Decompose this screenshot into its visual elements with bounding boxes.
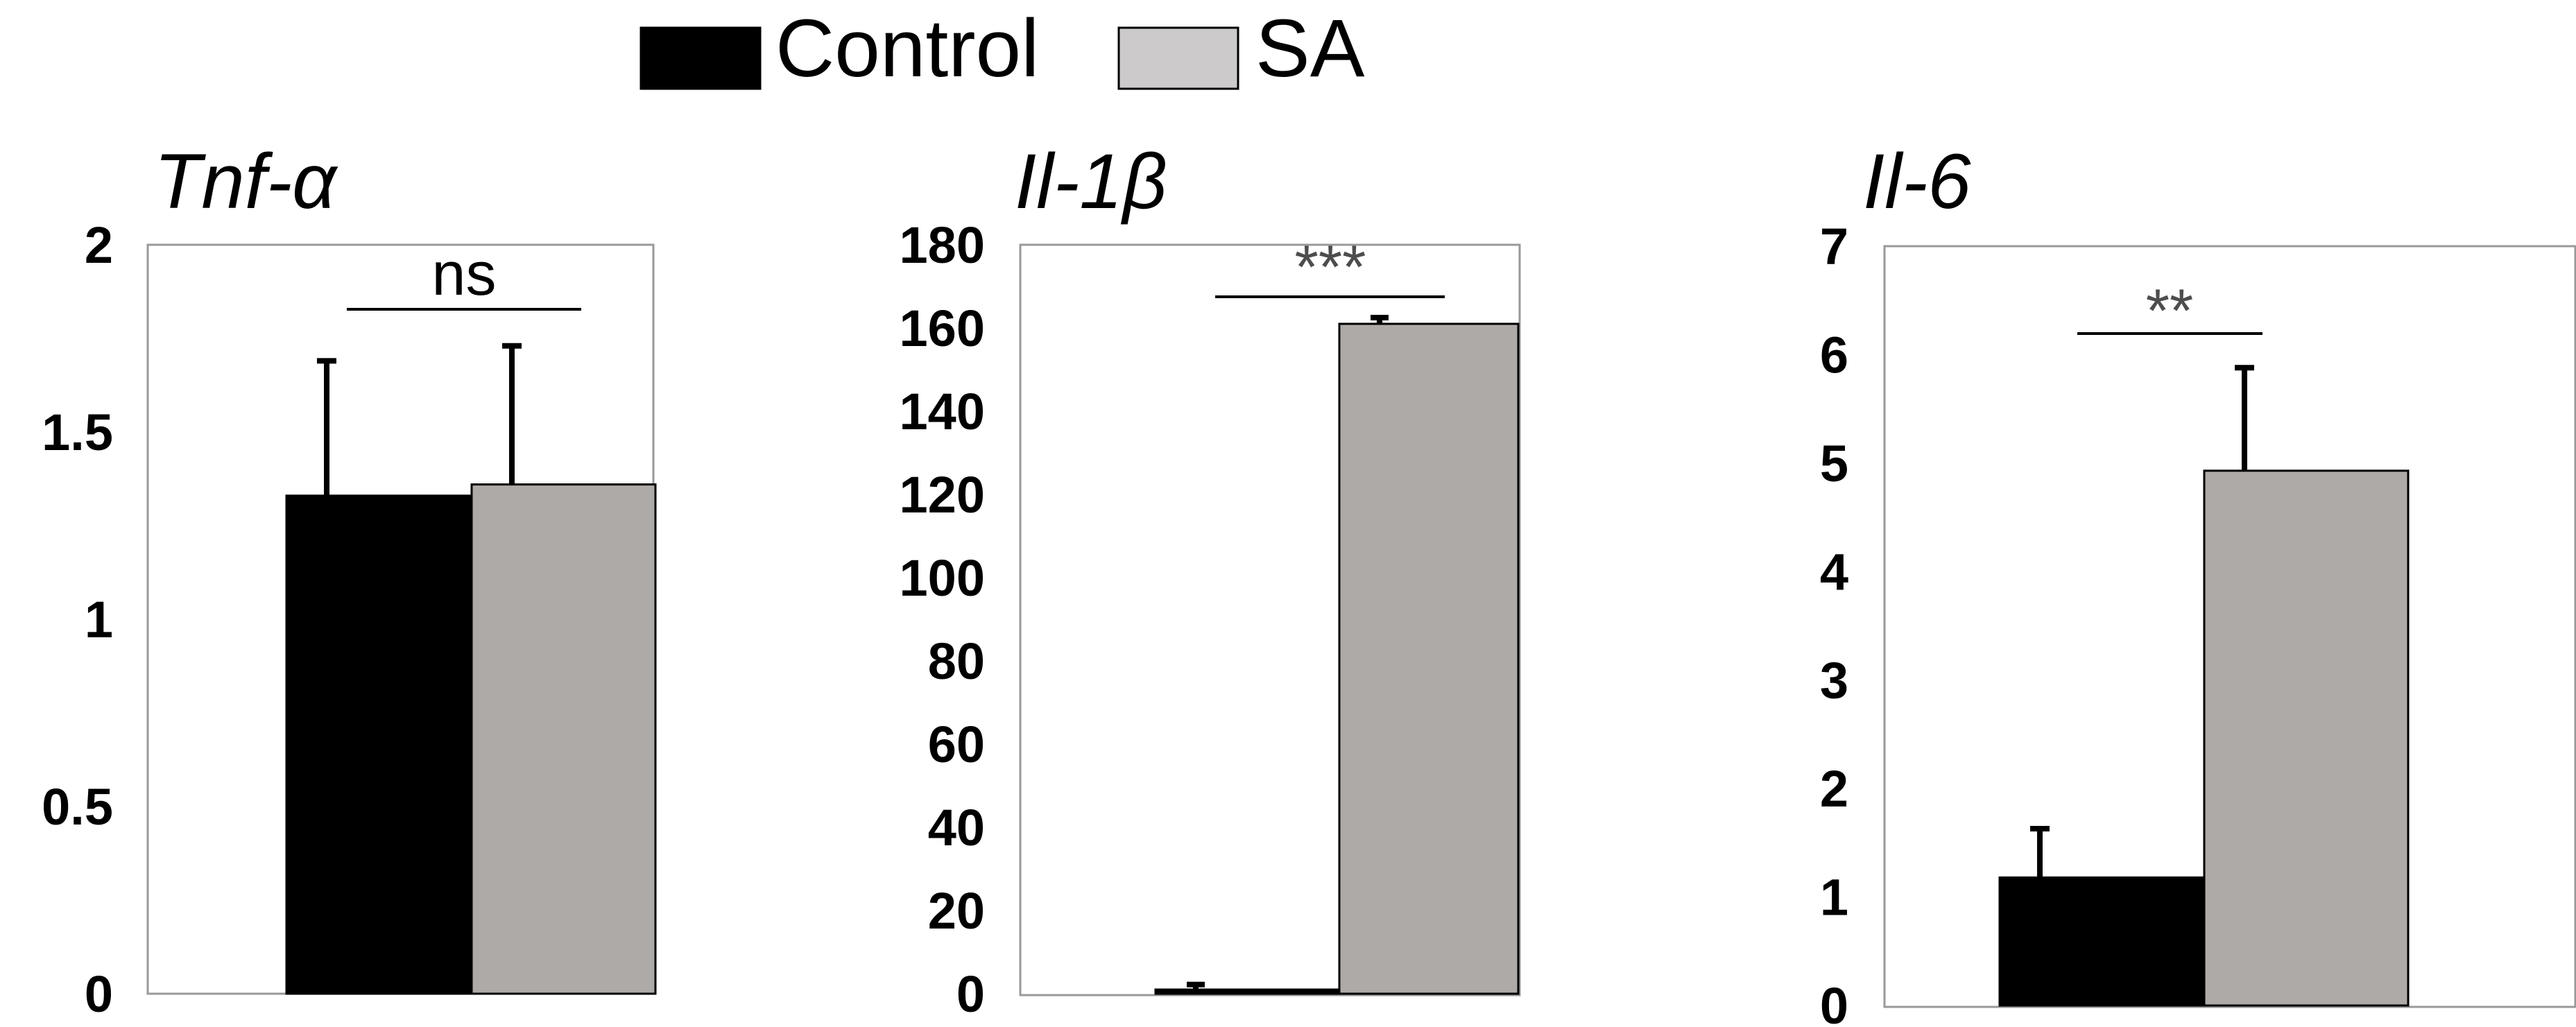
significance-label: *** [1295,232,1366,301]
legend-label-control: Control [775,3,1039,94]
y-tick-label-il-1-beta: 160 [900,300,985,357]
significance-label: ns [432,239,497,308]
significance-il-6: ** [2077,276,2262,345]
legend-swatch-control [639,26,762,90]
y-tick-label-il-1-beta: 40 [928,799,985,856]
legend-swatch-sa [1117,26,1239,90]
panel-tnf-alpha: Tnf-α 0 0.5 1 1.5 2 ns [42,138,657,1023]
bar-control-tnf-alpha [285,494,473,995]
y-tick-label-tnf-alpha: 0 [85,965,113,1023]
legend: Control SA [639,3,1365,94]
y-tick-label-il-1-beta: 120 [900,466,985,524]
plot-frame-il-6 [1883,245,2576,1008]
y-tick-label-il-6: 6 [1820,326,1848,383]
legend-label-sa: SA [1255,3,1365,94]
bar-sa-il-6 [2203,469,2410,1007]
significance-il-1-beta: *** [1215,232,1445,301]
y-axis-ticks-il-6: 0 1 2 3 4 5 6 7 [1820,218,1848,1027]
plot-frame-il-1-beta [1019,243,1521,996]
bar-control-il-1-beta [1154,988,1340,995]
y-tick-label-il-1-beta: 140 [900,383,985,440]
panel-il-1-beta: Il-1β 0 20 40 60 80 100 120 140 160 180 *** [900,138,1521,1023]
y-tick-label-il-6: 3 [1820,652,1848,709]
panel-title-tnf-alpha: Tnf-α [154,138,338,225]
y-tick-label-il-6: 4 [1820,543,1848,601]
y-tick-label-il-1-beta: 60 [928,716,985,773]
y-tick-label-il-1-beta: 0 [956,965,985,1023]
y-tick-label-il-6: 2 [1820,760,1848,818]
significance-tnf-alpha: ns [347,239,581,311]
y-tick-label-tnf-alpha: 1 [85,591,113,648]
y-tick-label-il-6: 0 [1820,977,1848,1027]
bars-il-1-beta [1154,315,1520,995]
y-tick-label-il-1-beta: 80 [928,632,985,690]
y-axis-ticks-il-1-beta: 0 20 40 60 80 100 120 140 160 180 [900,216,985,1023]
y-tick-label-tnf-alpha: 1.5 [42,404,113,461]
y-tick-label-il-1-beta: 100 [900,549,985,607]
bars-il-6 [1998,365,2410,1007]
y-tick-label-tnf-alpha: 2 [85,216,113,274]
y-axis-ticks-tnf-alpha: 0 0.5 1 1.5 2 [42,216,113,1023]
y-tick-label-tnf-alpha: 0.5 [42,778,113,836]
y-tick-label-il-6: 1 [1820,869,1848,926]
y-tick-label-il-6: 7 [1820,218,1848,275]
bar-sa-tnf-alpha [470,483,657,995]
y-tick-label-il-6: 5 [1820,435,1848,492]
panel-il-6: Il-6 0 1 2 3 4 5 6 7 ** [1820,138,2576,1027]
y-tick-label-il-1-beta: 20 [928,882,985,940]
bar-sa-il-1-beta [1338,322,1520,995]
y-tick-label-il-1-beta: 180 [900,216,985,274]
significance-label: ** [2146,276,2194,345]
panel-title-il-1-beta: Il-1β [1015,138,1167,225]
bars-tnf-alpha [285,343,657,995]
panel-title-il-6: Il-6 [1863,138,1971,225]
bar-control-il-6 [1998,876,2206,1007]
